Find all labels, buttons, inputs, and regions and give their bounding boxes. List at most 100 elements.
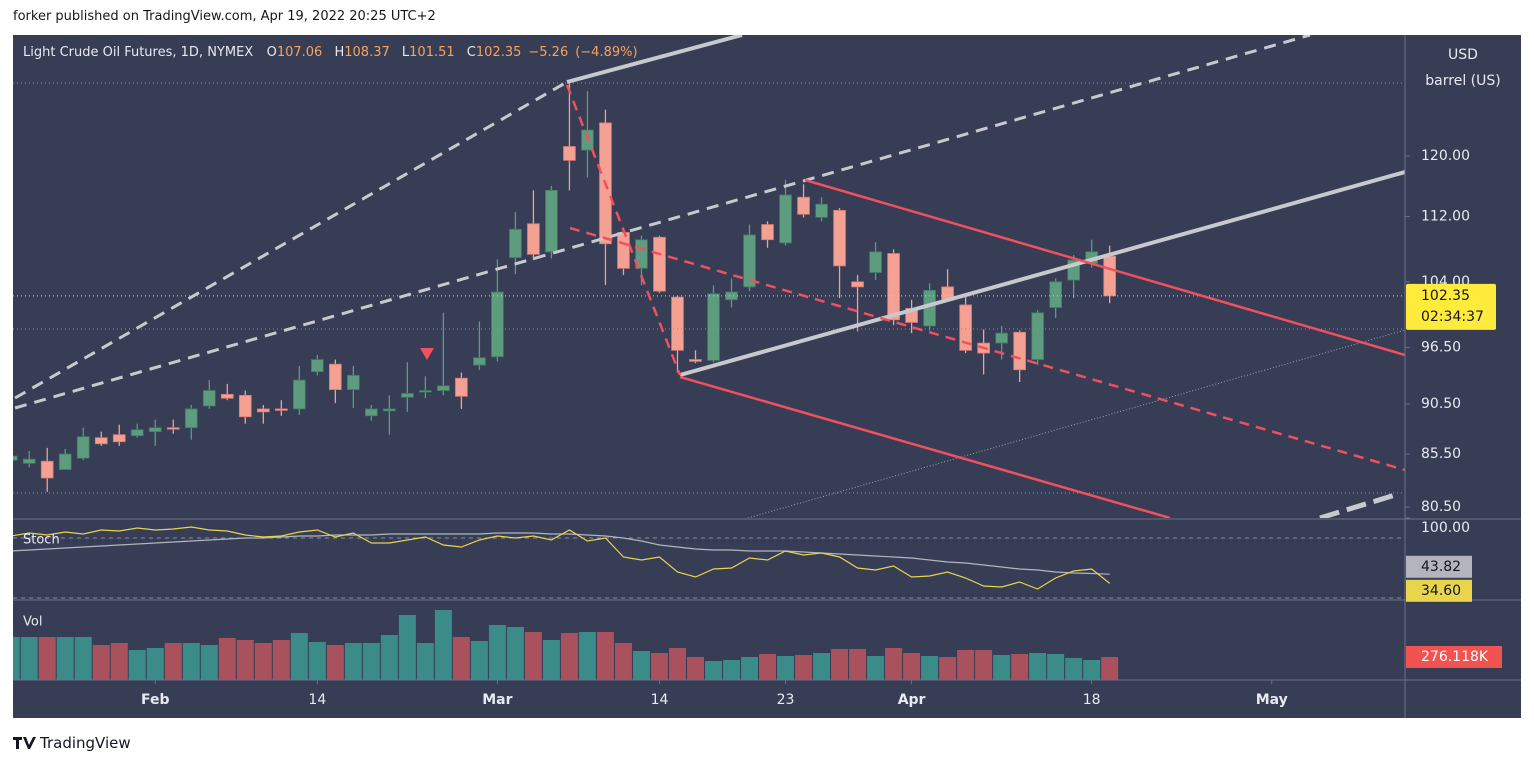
volume-bar [957, 650, 975, 680]
volume-bar [596, 632, 614, 680]
candle-body [292, 379, 306, 410]
candle-body [689, 359, 702, 362]
candle-body [707, 293, 720, 361]
candle-body [202, 390, 216, 407]
candle-body [761, 224, 774, 241]
volume-bar [236, 640, 254, 680]
volume-bar [254, 643, 272, 680]
volume-bar [506, 627, 524, 680]
y-tick-label: 90.50 [1421, 396, 1461, 412]
volume-bar [164, 643, 182, 680]
x-tick-label: Apr [898, 692, 926, 708]
volume-bar [759, 654, 777, 680]
brand-logo [13, 737, 36, 749]
candle-body [959, 304, 972, 351]
candle-body [256, 408, 270, 413]
volume-bar [650, 653, 668, 680]
volume-bar [110, 643, 128, 680]
stoch-value-box [1406, 579, 1472, 602]
candle-body [887, 253, 900, 321]
candle-body [545, 189, 558, 253]
volume-bar [1065, 658, 1083, 680]
candle-body [94, 437, 108, 445]
candle-body [238, 394, 252, 418]
volume-bar [741, 657, 759, 680]
symbol-title: Light Crude Oil Futures, 1D, NYMEX [23, 45, 254, 60]
candle-body [743, 234, 756, 288]
volume-bar [290, 633, 308, 680]
candle-body [671, 296, 684, 351]
legend-key: O [266, 45, 277, 60]
candle-body [653, 236, 666, 292]
x-tick-label: May [1256, 692, 1288, 708]
volume-bar [146, 648, 164, 680]
candle-body [22, 458, 36, 464]
volume-bar [218, 638, 236, 680]
volume-bar [668, 648, 686, 680]
stoch-line [13, 532, 1110, 575]
stoch-value-label: 34.60 [1421, 583, 1461, 599]
stoch-pane [13, 526, 1405, 599]
volume-bar [578, 632, 596, 680]
candle-body [401, 393, 414, 398]
candle-body [58, 453, 72, 470]
candle-body [527, 223, 540, 255]
volume-bar [1047, 654, 1065, 680]
chart-background [13, 35, 1521, 718]
x-tick-label: Mar [482, 692, 512, 708]
candle-body [1067, 259, 1080, 281]
legend-value: 107.06 [276, 45, 323, 60]
currency: USD [1448, 47, 1478, 63]
volume-bar [488, 625, 506, 680]
legend-key: C [466, 45, 476, 60]
volume-bar [524, 632, 542, 680]
pitchfork-line [14, 35, 1311, 410]
drawings [13, 35, 1405, 518]
volume-bar [20, 637, 38, 680]
volume-bar [560, 633, 578, 680]
candle-body [491, 291, 504, 358]
x-tick-label: 14 [651, 692, 669, 708]
candle-body [725, 291, 738, 301]
volume-pane [13, 610, 1119, 680]
red-line [804, 178, 1405, 357]
pane-title: Stoch [23, 533, 60, 548]
candle-body [184, 408, 198, 429]
labels: USD barrel (US) Stoch Vol 80.50 85.50 90.5… [23, 47, 1502, 708]
legend: Light Crude Oil Futures, 1D, NYMEX O107.… [23, 45, 645, 60]
volume-bar [632, 651, 650, 680]
volume-value-label: 276.118K [1421, 649, 1489, 665]
last-price-label: 102.35 [1421, 288, 1470, 304]
brand: TradingView [40, 734, 131, 752]
pane-title: Vol [23, 615, 42, 630]
y-tick-label: 100.00 [1421, 520, 1470, 536]
candle-body [437, 385, 450, 391]
volume-bar [1101, 656, 1119, 680]
candle-body [166, 427, 180, 430]
candle-body [40, 460, 54, 479]
candle-body [509, 228, 522, 259]
volume-bar [813, 653, 831, 680]
legend-change: −5.26 [528, 45, 569, 60]
volume-bar [128, 650, 146, 680]
y-tick-label: 80.50 [1421, 499, 1461, 515]
volume-bar [74, 637, 92, 680]
volume-value-box [1406, 645, 1502, 668]
volume-bar [272, 640, 290, 680]
volume-bar [326, 645, 344, 680]
volume-bar [308, 642, 326, 680]
volume-bar [38, 637, 56, 680]
candle-body [310, 359, 324, 373]
volume-bar [542, 640, 560, 680]
legend-key: L [401, 45, 410, 60]
volume-bar [13, 637, 20, 680]
y-tick-label: 96.50 [1421, 340, 1461, 356]
candle-body [833, 209, 846, 267]
volume-bar [975, 650, 993, 680]
legend-key: H [334, 45, 345, 60]
y-tick-label: 112.00 [1421, 209, 1470, 225]
volume-bar [777, 656, 795, 680]
byline: forker published on TradingView.com, Apr… [13, 9, 436, 24]
x-tick-label: Feb [141, 692, 170, 708]
x-tick-label: 14 [308, 692, 326, 708]
